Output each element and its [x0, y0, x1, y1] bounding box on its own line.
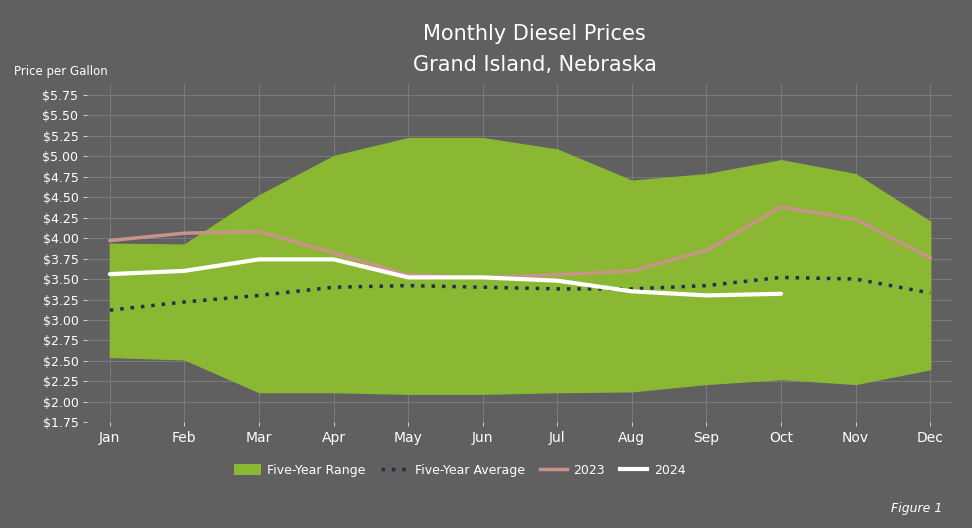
Text: Monthly Diesel Prices: Monthly Diesel Prices [423, 24, 646, 44]
Text: Figure 1: Figure 1 [891, 502, 943, 515]
Text: Price per Gallon: Price per Gallon [14, 65, 108, 78]
Legend: Five-Year Range, Five-Year Average, 2023, 2024: Five-Year Range, Five-Year Average, 2023… [228, 459, 690, 482]
Text: Grand Island, Nebraska: Grand Island, Nebraska [413, 55, 656, 76]
